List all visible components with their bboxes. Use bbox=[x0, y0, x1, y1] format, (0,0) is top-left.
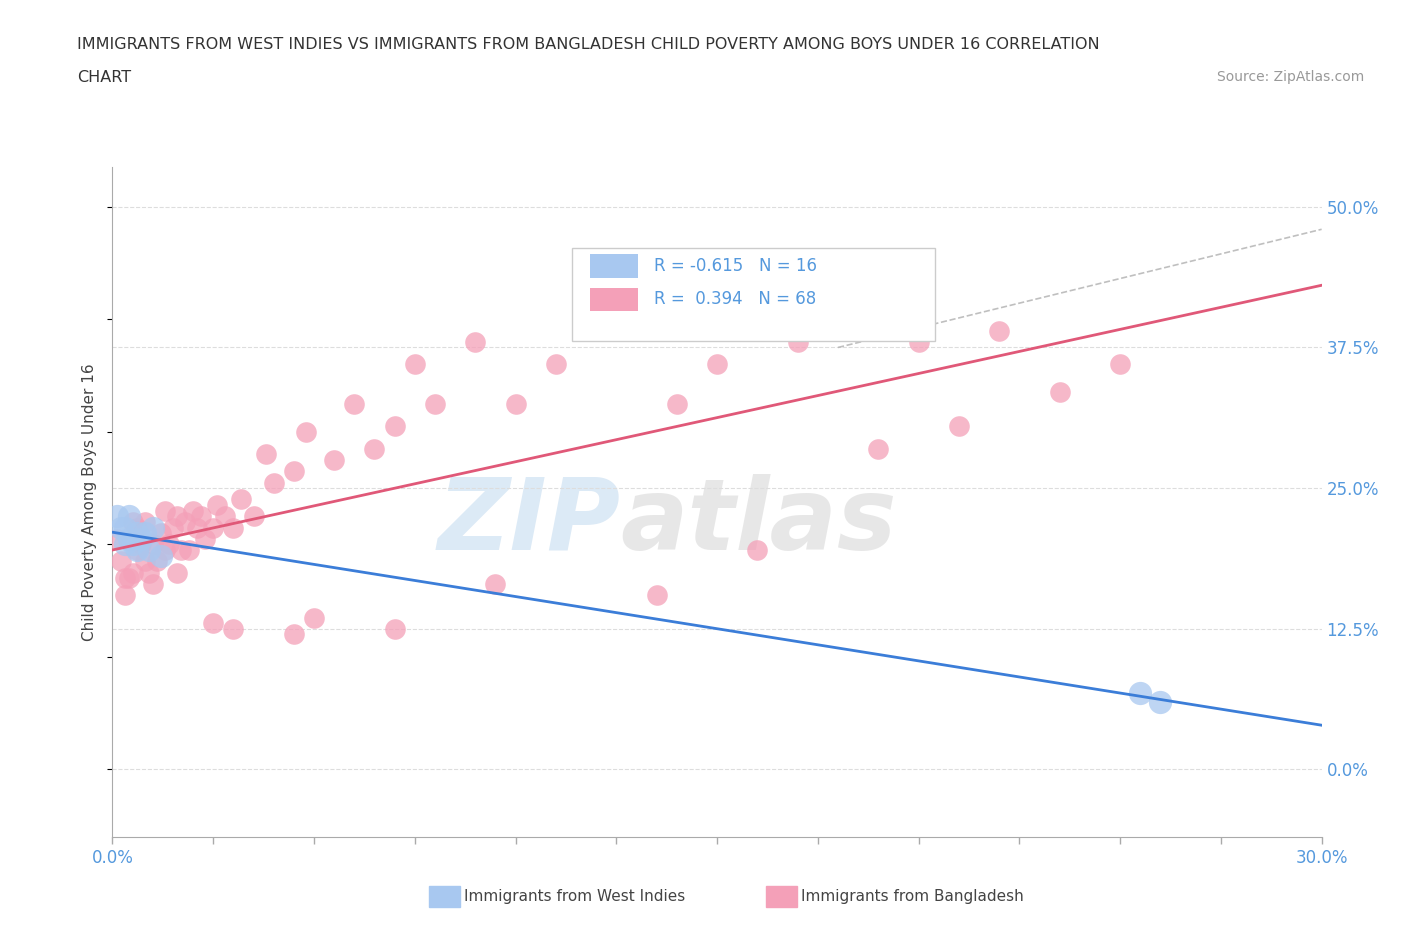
Point bbox=[110, 520, 132, 535]
Text: IMMIGRANTS FROM WEST INDIES VS IMMIGRANTS FROM BANGLADESH CHILD POVERTY AMONG BO: IMMIGRANTS FROM WEST INDIES VS IMMIGRANT… bbox=[77, 37, 1099, 52]
Point bbox=[254, 447, 277, 462]
Point bbox=[706, 357, 728, 372]
FancyBboxPatch shape bbox=[591, 255, 638, 278]
Point bbox=[117, 571, 139, 586]
Point bbox=[129, 531, 152, 546]
Point bbox=[626, 312, 648, 326]
Point bbox=[142, 577, 165, 591]
Point bbox=[645, 588, 668, 603]
Point bbox=[162, 520, 184, 535]
Point bbox=[283, 627, 305, 642]
Point bbox=[149, 525, 172, 540]
Text: R = -0.615   N = 16: R = -0.615 N = 16 bbox=[654, 257, 817, 275]
Point bbox=[166, 509, 188, 524]
Point bbox=[1109, 357, 1132, 372]
Point bbox=[174, 514, 197, 529]
Point bbox=[231, 492, 253, 507]
Point bbox=[207, 498, 229, 512]
Point bbox=[263, 475, 285, 490]
Point bbox=[134, 554, 156, 569]
Point bbox=[384, 621, 406, 636]
Point bbox=[222, 621, 245, 636]
Point bbox=[134, 514, 156, 529]
Point bbox=[125, 542, 148, 557]
Point bbox=[343, 396, 366, 411]
Point bbox=[747, 542, 769, 557]
Point bbox=[129, 537, 152, 551]
Point bbox=[214, 509, 236, 524]
Point bbox=[153, 503, 176, 518]
Point bbox=[242, 509, 264, 524]
Point bbox=[125, 520, 148, 535]
Point bbox=[105, 509, 128, 524]
Point bbox=[665, 396, 688, 411]
Text: atlas: atlas bbox=[620, 473, 897, 571]
Point bbox=[170, 542, 193, 557]
Point bbox=[125, 542, 148, 557]
Text: R =  0.394   N = 68: R = 0.394 N = 68 bbox=[654, 290, 817, 309]
Point bbox=[105, 531, 128, 546]
Point bbox=[1129, 685, 1152, 700]
Point bbox=[907, 335, 929, 350]
Point bbox=[363, 442, 385, 457]
Point bbox=[190, 509, 212, 524]
FancyBboxPatch shape bbox=[572, 247, 935, 341]
Text: Immigrants from West Indies: Immigrants from West Indies bbox=[464, 889, 685, 904]
Text: Source: ZipAtlas.com: Source: ZipAtlas.com bbox=[1216, 70, 1364, 84]
Point bbox=[121, 514, 143, 529]
Point bbox=[423, 396, 446, 411]
Point bbox=[121, 565, 143, 580]
Point bbox=[505, 396, 527, 411]
Point bbox=[202, 616, 225, 631]
Point bbox=[295, 424, 318, 439]
Point bbox=[166, 565, 188, 580]
Point bbox=[157, 537, 180, 551]
Point bbox=[786, 335, 808, 350]
Text: CHART: CHART bbox=[77, 70, 131, 85]
Point bbox=[302, 610, 325, 625]
Point bbox=[384, 418, 406, 433]
Point bbox=[114, 571, 136, 586]
Point bbox=[117, 509, 139, 524]
Point bbox=[1049, 385, 1071, 400]
Point bbox=[484, 577, 506, 591]
Point bbox=[114, 588, 136, 603]
Y-axis label: Child Poverty Among Boys Under 16: Child Poverty Among Boys Under 16 bbox=[82, 364, 97, 641]
Point bbox=[222, 520, 245, 535]
Point bbox=[181, 503, 204, 518]
Point bbox=[194, 531, 217, 546]
Point bbox=[142, 537, 165, 551]
Point bbox=[117, 531, 139, 546]
Point bbox=[464, 335, 486, 350]
Point bbox=[202, 520, 225, 535]
Point bbox=[110, 554, 132, 569]
Point bbox=[149, 548, 172, 563]
Point bbox=[283, 464, 305, 479]
Point bbox=[585, 323, 607, 338]
Point bbox=[153, 542, 176, 557]
Point bbox=[142, 520, 165, 535]
Point bbox=[868, 442, 890, 457]
Point bbox=[544, 357, 567, 372]
Point bbox=[134, 525, 156, 540]
Point bbox=[125, 525, 148, 540]
Point bbox=[323, 453, 346, 468]
Point bbox=[146, 554, 169, 569]
Point bbox=[177, 542, 200, 557]
Text: ZIP: ZIP bbox=[437, 473, 620, 571]
Text: Immigrants from Bangladesh: Immigrants from Bangladesh bbox=[801, 889, 1024, 904]
Point bbox=[948, 418, 970, 433]
Point bbox=[114, 520, 136, 535]
Point bbox=[404, 357, 426, 372]
Point bbox=[121, 537, 143, 551]
Point bbox=[114, 537, 136, 551]
FancyBboxPatch shape bbox=[591, 288, 638, 312]
Point bbox=[988, 323, 1011, 338]
Point bbox=[1149, 695, 1171, 710]
Point bbox=[186, 520, 208, 535]
Point bbox=[138, 565, 160, 580]
Point bbox=[138, 542, 160, 557]
